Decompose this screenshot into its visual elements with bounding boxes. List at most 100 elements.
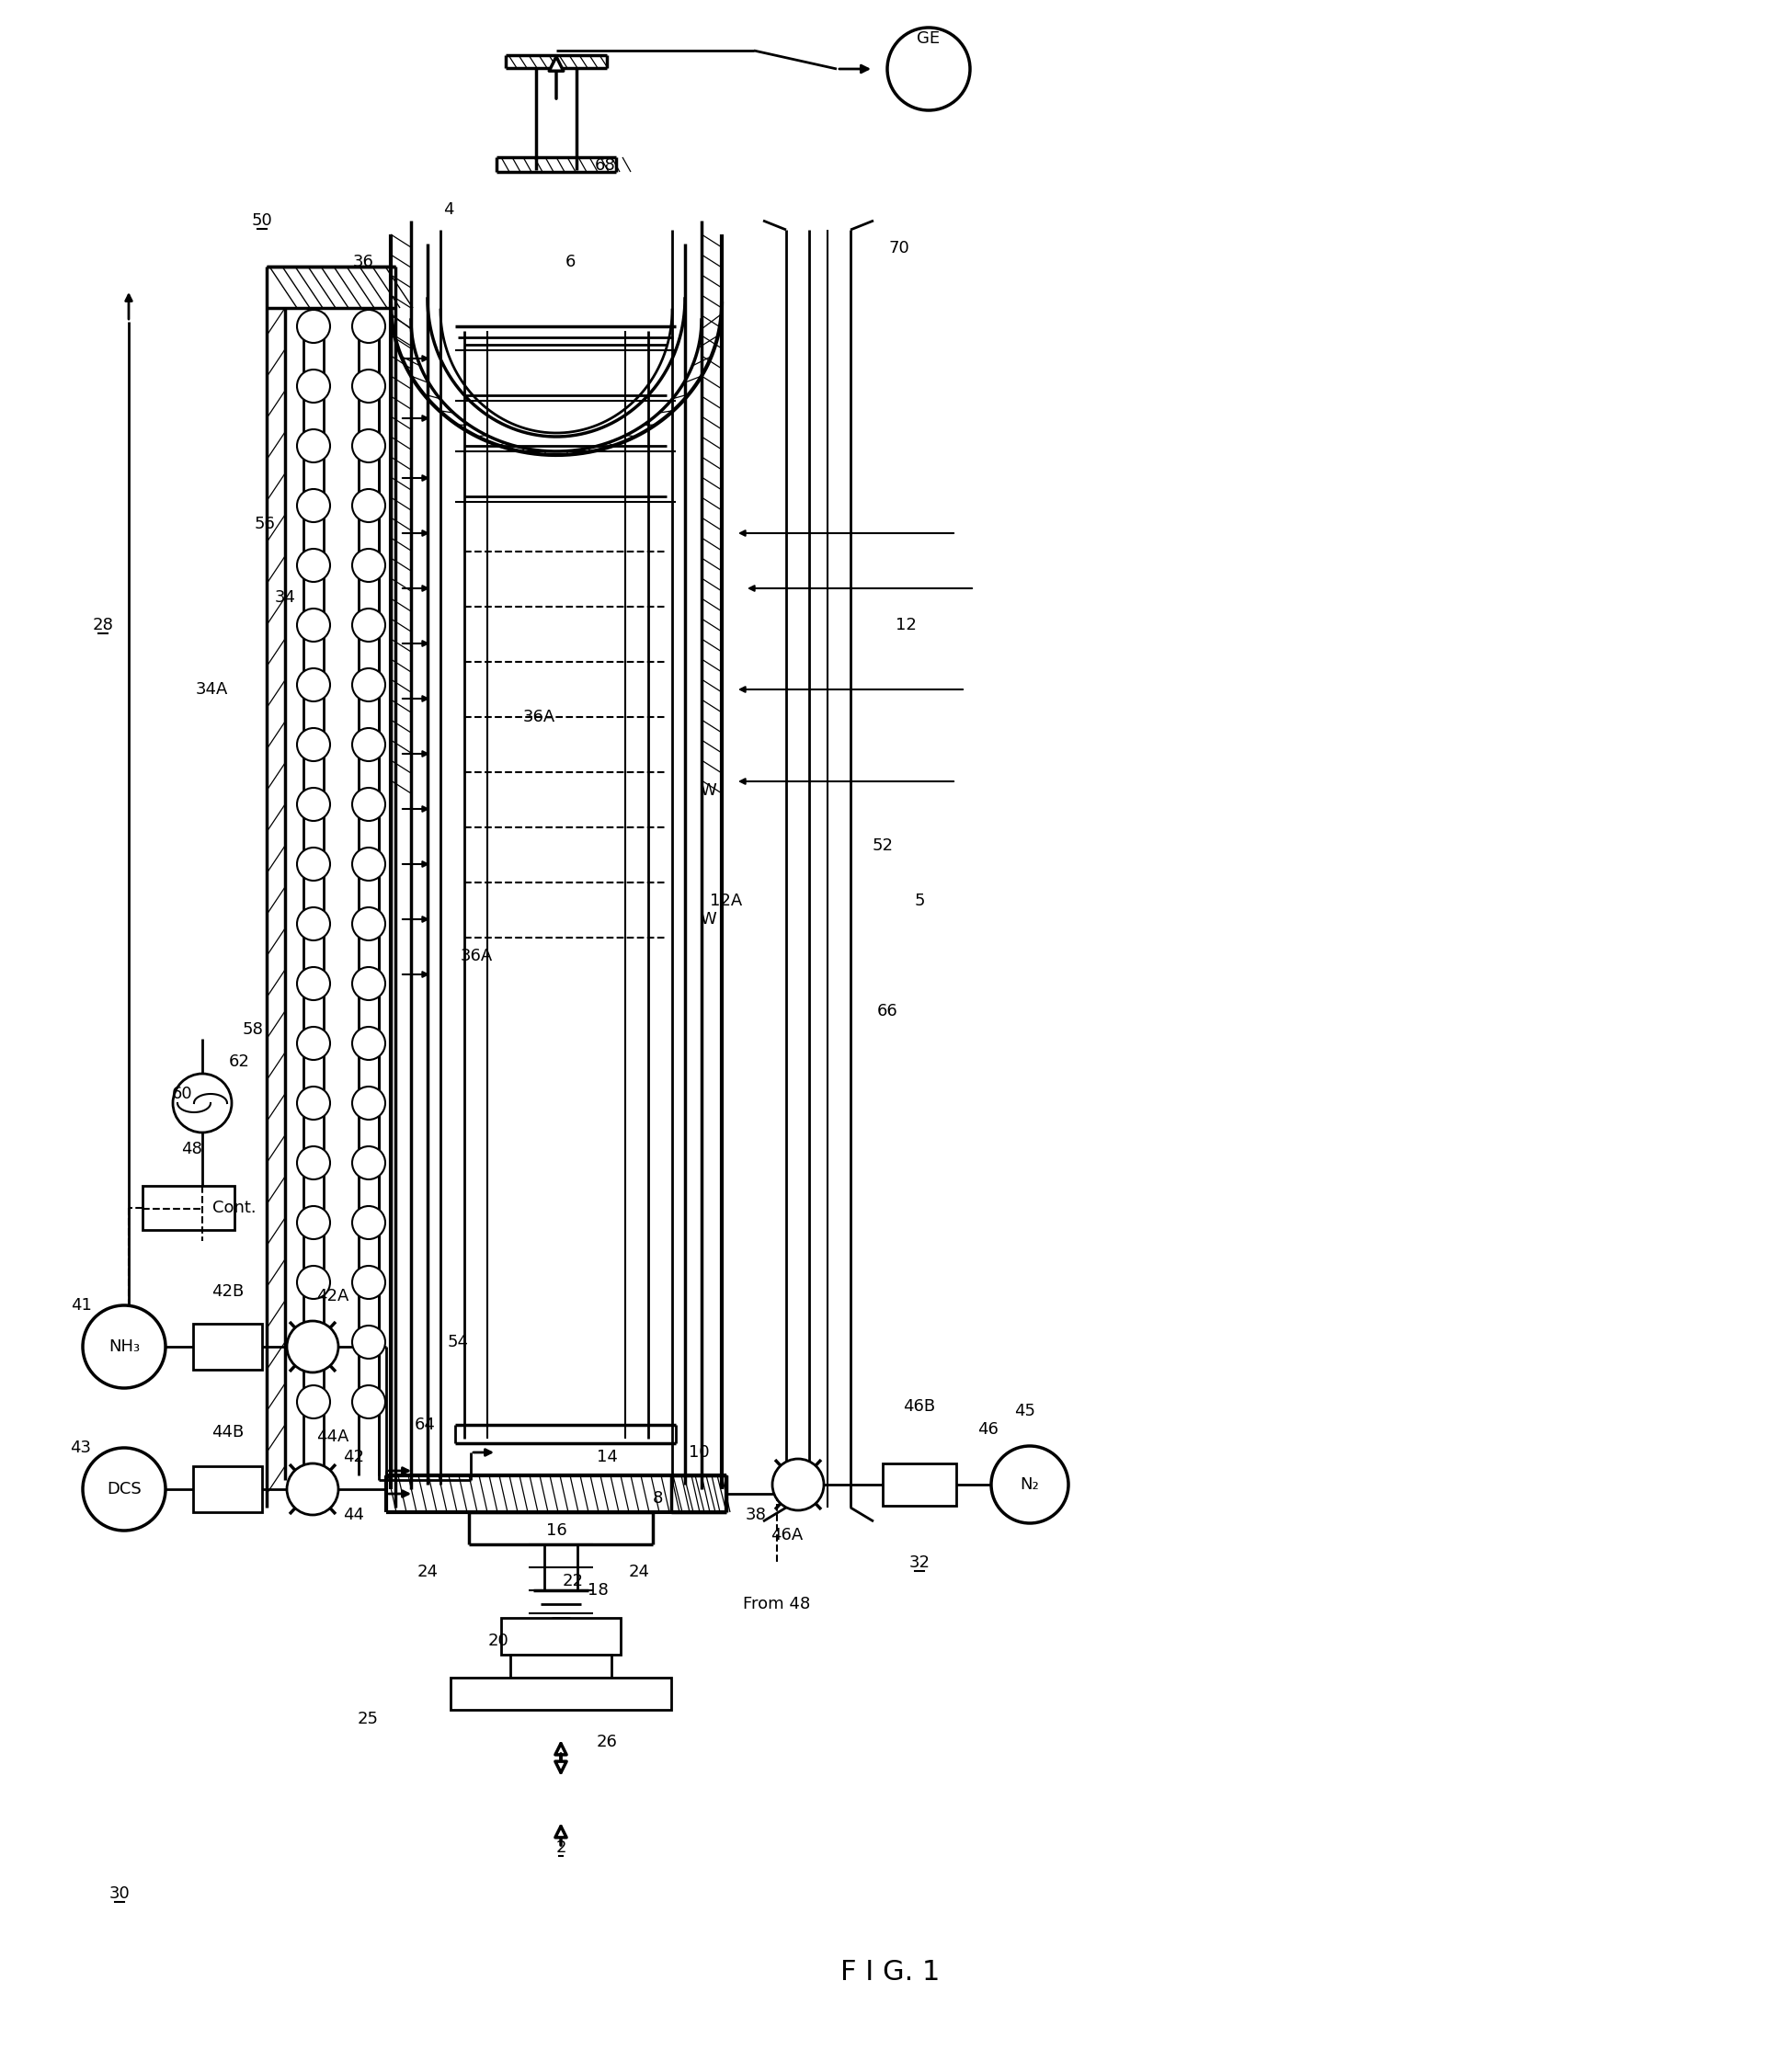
Circle shape bbox=[297, 369, 329, 402]
Text: 34: 34 bbox=[274, 588, 296, 605]
Text: 25: 25 bbox=[358, 1711, 378, 1728]
Circle shape bbox=[297, 1028, 329, 1061]
Circle shape bbox=[353, 1028, 385, 1061]
Circle shape bbox=[287, 1463, 338, 1515]
Text: 43: 43 bbox=[69, 1440, 91, 1457]
Text: 54: 54 bbox=[447, 1334, 468, 1351]
Text: 14: 14 bbox=[597, 1448, 618, 1465]
Circle shape bbox=[297, 908, 329, 941]
Text: NH₃: NH₃ bbox=[109, 1339, 141, 1355]
Circle shape bbox=[297, 1086, 329, 1119]
Text: 36A: 36A bbox=[459, 947, 493, 963]
Circle shape bbox=[297, 1206, 329, 1239]
Circle shape bbox=[353, 1326, 385, 1359]
Text: 36: 36 bbox=[353, 253, 374, 269]
Circle shape bbox=[353, 669, 385, 702]
Circle shape bbox=[297, 968, 329, 1001]
Circle shape bbox=[353, 369, 385, 402]
Text: 56: 56 bbox=[255, 516, 276, 533]
Bar bbox=[192, 1324, 262, 1370]
Circle shape bbox=[297, 311, 329, 342]
Circle shape bbox=[353, 1086, 385, 1119]
Circle shape bbox=[887, 27, 971, 110]
Circle shape bbox=[353, 908, 385, 941]
Text: 41: 41 bbox=[71, 1297, 91, 1314]
Text: 66: 66 bbox=[876, 1003, 898, 1019]
Text: 10: 10 bbox=[689, 1444, 709, 1461]
Circle shape bbox=[353, 968, 385, 1001]
Bar bbox=[883, 1463, 956, 1506]
Circle shape bbox=[353, 1386, 385, 1419]
Text: 44B: 44B bbox=[212, 1423, 244, 1440]
Circle shape bbox=[297, 727, 329, 760]
Text: 24: 24 bbox=[417, 1564, 438, 1581]
Text: From 48: From 48 bbox=[743, 1595, 810, 1612]
Text: 30: 30 bbox=[109, 1886, 130, 1902]
Text: 70: 70 bbox=[889, 240, 910, 257]
Bar bbox=[192, 1467, 262, 1513]
Text: 52: 52 bbox=[873, 837, 894, 854]
Text: 44: 44 bbox=[344, 1506, 365, 1523]
Bar bbox=[451, 1678, 671, 1709]
Circle shape bbox=[353, 1266, 385, 1299]
Text: 46: 46 bbox=[978, 1421, 999, 1438]
Circle shape bbox=[297, 1386, 329, 1419]
Text: 50: 50 bbox=[251, 211, 272, 228]
Text: 45: 45 bbox=[1015, 1403, 1037, 1419]
Text: 60: 60 bbox=[171, 1086, 192, 1102]
Text: 6: 6 bbox=[565, 253, 575, 269]
Text: W: W bbox=[700, 912, 716, 928]
Circle shape bbox=[353, 787, 385, 821]
Circle shape bbox=[173, 1073, 232, 1133]
Text: 4: 4 bbox=[443, 201, 454, 218]
Text: 42: 42 bbox=[344, 1448, 365, 1465]
Bar bbox=[500, 1618, 620, 1656]
Circle shape bbox=[353, 1206, 385, 1239]
Circle shape bbox=[297, 669, 329, 702]
Circle shape bbox=[353, 847, 385, 881]
Text: 5: 5 bbox=[914, 893, 924, 910]
Text: 2: 2 bbox=[556, 1840, 566, 1857]
Circle shape bbox=[773, 1459, 825, 1510]
Circle shape bbox=[297, 1326, 329, 1359]
Text: DCS: DCS bbox=[107, 1481, 141, 1498]
Circle shape bbox=[82, 1305, 166, 1388]
Text: 32: 32 bbox=[908, 1554, 930, 1571]
Text: 38: 38 bbox=[744, 1506, 766, 1523]
Text: F I G. 1: F I G. 1 bbox=[841, 1958, 940, 1985]
Circle shape bbox=[287, 1322, 338, 1372]
Text: 18: 18 bbox=[588, 1583, 607, 1600]
Circle shape bbox=[353, 549, 385, 582]
Text: 8: 8 bbox=[652, 1490, 663, 1506]
Circle shape bbox=[297, 787, 329, 821]
Circle shape bbox=[297, 429, 329, 462]
Text: 48: 48 bbox=[180, 1142, 201, 1158]
Text: 26: 26 bbox=[597, 1734, 618, 1751]
Circle shape bbox=[353, 489, 385, 522]
Circle shape bbox=[297, 549, 329, 582]
Text: N₂: N₂ bbox=[1021, 1477, 1040, 1492]
Circle shape bbox=[297, 489, 329, 522]
Text: 42A: 42A bbox=[317, 1289, 349, 1305]
Text: 34A: 34A bbox=[196, 682, 228, 698]
Circle shape bbox=[82, 1448, 166, 1531]
Text: 22: 22 bbox=[563, 1573, 584, 1589]
Bar bbox=[142, 1185, 235, 1231]
Circle shape bbox=[297, 847, 329, 881]
Text: 16: 16 bbox=[545, 1523, 566, 1539]
Text: 24: 24 bbox=[629, 1564, 650, 1581]
Text: Cont.: Cont. bbox=[212, 1200, 256, 1216]
Text: W: W bbox=[700, 783, 716, 800]
Circle shape bbox=[297, 1266, 329, 1299]
Circle shape bbox=[992, 1446, 1069, 1523]
Text: 28: 28 bbox=[93, 617, 114, 634]
Text: 62: 62 bbox=[228, 1053, 249, 1069]
Text: 64: 64 bbox=[415, 1417, 435, 1434]
Text: 44A: 44A bbox=[317, 1428, 349, 1444]
Text: 36A: 36A bbox=[522, 709, 556, 725]
Circle shape bbox=[353, 727, 385, 760]
Circle shape bbox=[353, 429, 385, 462]
Circle shape bbox=[297, 1146, 329, 1179]
Text: 20: 20 bbox=[488, 1633, 509, 1649]
Text: 46A: 46A bbox=[771, 1527, 803, 1544]
